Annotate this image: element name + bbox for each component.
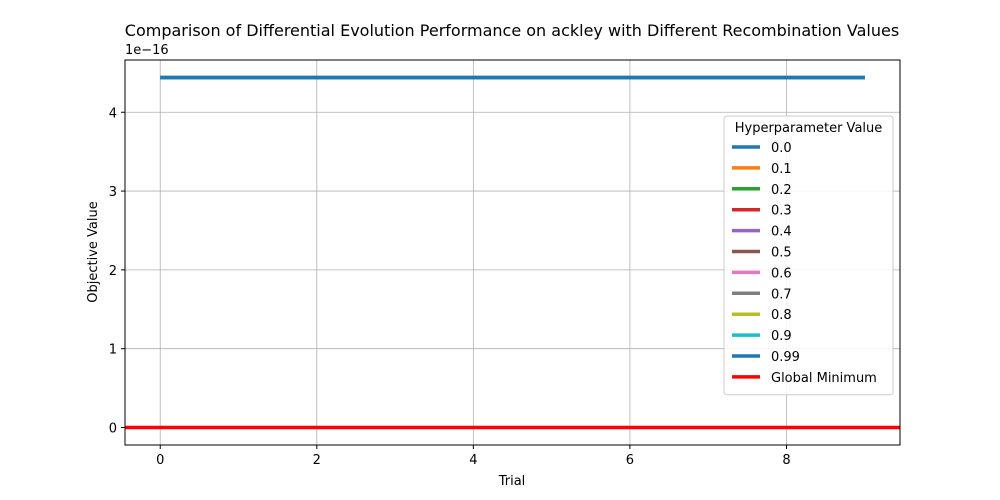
y-offset-label: 1e−16 — [125, 43, 169, 58]
chart-title: Comparison of Differential Evolution Per… — [125, 21, 899, 40]
y-axis-label: Objective Value — [86, 201, 101, 302]
x-tick-label: 4 — [469, 453, 477, 468]
legend-box — [723, 115, 894, 396]
legend-entry: 0.0 — [771, 141, 792, 156]
legend-entry: Global Minimum — [771, 371, 877, 386]
axis-ticks: 0 2 4 6 8 0 1 2 3 4 — [109, 106, 791, 468]
legend-entry: 0.1 — [771, 162, 792, 177]
x-tick-label: 2 — [313, 453, 321, 468]
y-tick-label: 3 — [109, 185, 117, 200]
legend-title: Hyperparameter Value — [735, 121, 883, 136]
legend-entry: 0.2 — [771, 183, 792, 198]
legend-entry: 0.7 — [771, 287, 792, 302]
y-tick-label: 0 — [109, 422, 117, 437]
legend-entry: 0.3 — [771, 204, 792, 219]
legend-entry: 0.5 — [771, 246, 792, 261]
y-tick-label: 1 — [109, 343, 117, 358]
legend-entry: 0.99 — [771, 350, 800, 365]
x-tick-label: 6 — [626, 453, 634, 468]
y-tick-label: 2 — [109, 264, 117, 279]
legend: Hyperparameter Value 0.0 0.1 0.2 0.3 0.4 0.5 0.… — [723, 115, 894, 396]
legend-entry: 0.4 — [771, 225, 792, 240]
x-axis-label: Trial — [498, 474, 526, 489]
legend-entry: 0.9 — [771, 329, 792, 344]
plot-frame — [124, 59, 901, 446]
series-lines — [125, 75, 900, 430]
legend-entry: 0.8 — [771, 308, 792, 323]
y-tick-label: 4 — [109, 106, 117, 121]
x-tick-label: 0 — [156, 453, 164, 468]
x-tick-label: 8 — [782, 453, 790, 468]
legend-entry: 0.6 — [771, 266, 792, 281]
